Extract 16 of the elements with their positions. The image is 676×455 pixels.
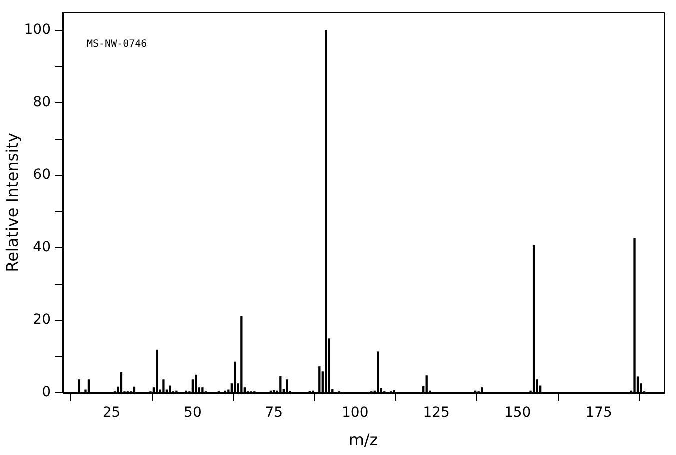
y-tick-label: 100 xyxy=(24,22,51,38)
annotation: MS-NW-0746 xyxy=(87,38,148,50)
x-tick-label: 100 xyxy=(342,405,369,422)
y-tick-label: 0 xyxy=(42,384,51,401)
x-tick-label: 50 xyxy=(184,405,202,422)
x-tick-label: 75 xyxy=(265,405,284,422)
x-tick-label: 125 xyxy=(423,405,450,422)
y-axis-title: Relative Intensity xyxy=(2,133,22,272)
y-tick-label: 20 xyxy=(33,312,51,328)
y-tick-label: 40 xyxy=(33,240,51,256)
x-tick-label: 150 xyxy=(504,405,532,422)
x-tick-label: 175 xyxy=(586,405,612,422)
y-tick-label: 80 xyxy=(33,94,51,111)
x-axis-title: m/z xyxy=(348,430,378,450)
x-tick-label: 25 xyxy=(102,405,121,422)
y-tick-label: 60 xyxy=(33,167,51,184)
